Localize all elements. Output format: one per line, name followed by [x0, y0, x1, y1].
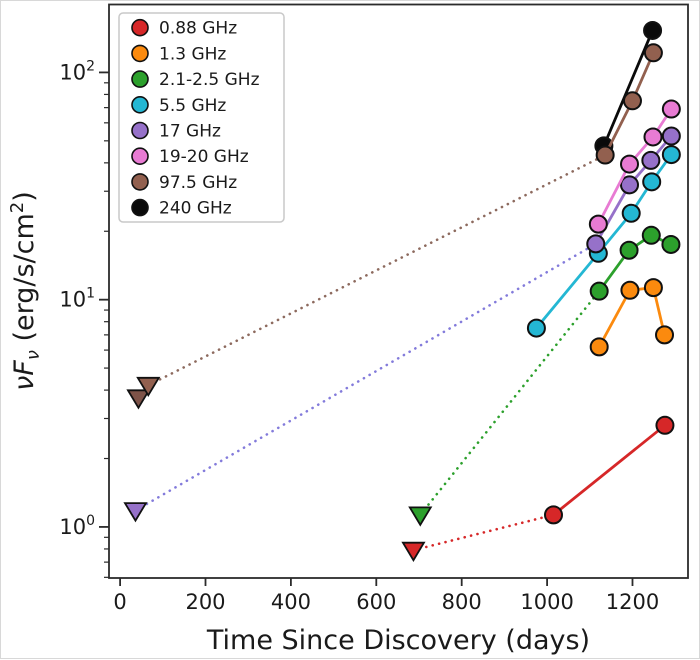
- x-tick-label: 1000: [520, 590, 573, 614]
- legend-marker-icon: [131, 121, 149, 140]
- legend-box: [118, 12, 285, 223]
- data-point-2-1-2-5-ghz: [589, 281, 609, 301]
- data-point-17-ghz: [586, 234, 606, 254]
- series-0-88-ghz: [401, 415, 675, 562]
- legend-item-label: 5.5 GHz: [159, 96, 226, 116]
- legend-item-label: 0.88 GHz: [159, 19, 237, 39]
- dotted-line-97-5-ghz: [146, 153, 607, 387]
- series-line-1-3-ghz: [597, 286, 666, 348]
- y-tick-label: 100: [59, 513, 95, 539]
- x-tick-label: 600: [356, 590, 396, 614]
- upper-limit-triangle-97-5-ghz: [136, 376, 161, 398]
- data-point-0-88-ghz: [543, 505, 563, 525]
- series-2-1-2-5-ghz: [408, 225, 681, 527]
- series-line-17-ghz: [594, 135, 673, 245]
- data-point-0-88-ghz: [655, 415, 675, 435]
- data-point-1-3-ghz: [620, 280, 640, 300]
- legend-item-label: 1.3 GHz: [159, 44, 226, 64]
- legend: 0.88 GHz 1.3 GHz 2.1-2.5 GHz 5.5 GHz 17 GHz 1…: [118, 12, 285, 223]
- y-axis-title: νFν (erg/s/cm2): [7, 191, 44, 391]
- data-point-2-1-2-5-ghz: [661, 234, 681, 254]
- x-tick-label: 800: [442, 590, 482, 614]
- series-line-0-88-ghz: [552, 424, 666, 516]
- data-point-1-3-ghz: [655, 325, 675, 345]
- dotted-line-0-88-ghz: [412, 513, 555, 552]
- legend-item-label: 97.5 GHz: [159, 173, 237, 193]
- x-tick-label: 400: [271, 590, 311, 614]
- legend-marker-icon: [131, 18, 149, 37]
- series-1-3-ghz: [589, 278, 675, 357]
- data-point-19-20-ghz: [588, 214, 608, 234]
- legend-item-label: 240 GHz: [159, 199, 232, 219]
- legend-marker-icon: [131, 44, 149, 63]
- series-line-2-1-2-5-ghz: [598, 233, 672, 292]
- upper-limit-triangle-17-ghz: [123, 502, 148, 523]
- legend-marker-icon: [131, 96, 149, 114]
- data-point-17-ghz: [661, 126, 681, 146]
- upper-limit-triangle-97-5-ghz: [126, 389, 151, 410]
- data-point-2-1-2-5-ghz: [641, 225, 661, 245]
- data-point-97-5-ghz: [643, 43, 663, 63]
- series-97-5-ghz: [126, 43, 663, 410]
- y-tick-label: 101: [59, 286, 95, 312]
- data-point-97-5-ghz: [622, 91, 642, 111]
- data-point-5-5-ghz: [526, 318, 546, 338]
- legend-marker-icon: [131, 198, 149, 217]
- x-tick-label: 200: [185, 590, 225, 614]
- axes-frame: [108, 3, 689, 579]
- x-axis-title: Time Since Discovery (days): [206, 625, 590, 656]
- upper-limit-triangle-0-88-ghz: [401, 541, 426, 562]
- data-point-2-1-2-5-ghz: [619, 240, 639, 260]
- data-point-5-5-ghz: [642, 172, 662, 192]
- series-line-19-20-ghz: [597, 108, 673, 225]
- data-point-19-20-ghz: [620, 154, 640, 174]
- legend-marker-icon: [131, 147, 149, 165]
- data-point-5-5-ghz: [621, 203, 641, 223]
- series-19-20-ghz: [588, 99, 681, 234]
- data-point-1-3-ghz: [589, 337, 609, 357]
- legend-item-label: 17 GHz: [159, 122, 221, 142]
- upper-limit-triangle-2-1-2-5-ghz: [408, 506, 433, 527]
- data-point-17-ghz: [641, 150, 661, 170]
- data-point-240-ghz: [643, 20, 663, 40]
- legend-item-label: 2.1-2.5 GHz: [159, 70, 260, 90]
- data-point-1-3-ghz: [643, 278, 663, 298]
- data-point-5-5-ghz: [661, 145, 681, 165]
- x-tick-label: 0: [113, 590, 126, 614]
- data-point-17-ghz: [620, 175, 640, 195]
- x-tick-label: 1200: [606, 590, 659, 614]
- data-point-19-20-ghz: [661, 99, 681, 119]
- legend-item-label: 19-20 GHz: [159, 147, 249, 167]
- data-point-19-20-ghz: [643, 127, 663, 147]
- series-line-240-ghz: [602, 29, 654, 147]
- y-tick-label: 102: [59, 58, 95, 84]
- series-17-ghz: [123, 126, 681, 523]
- dotted-line-2-1-2-5-ghz: [418, 289, 601, 517]
- data-point-97-5-ghz: [595, 145, 615, 165]
- legend-marker-icon: [131, 173, 149, 191]
- dotted-line-17-ghz: [134, 242, 598, 512]
- legend-marker-icon: [131, 70, 149, 88]
